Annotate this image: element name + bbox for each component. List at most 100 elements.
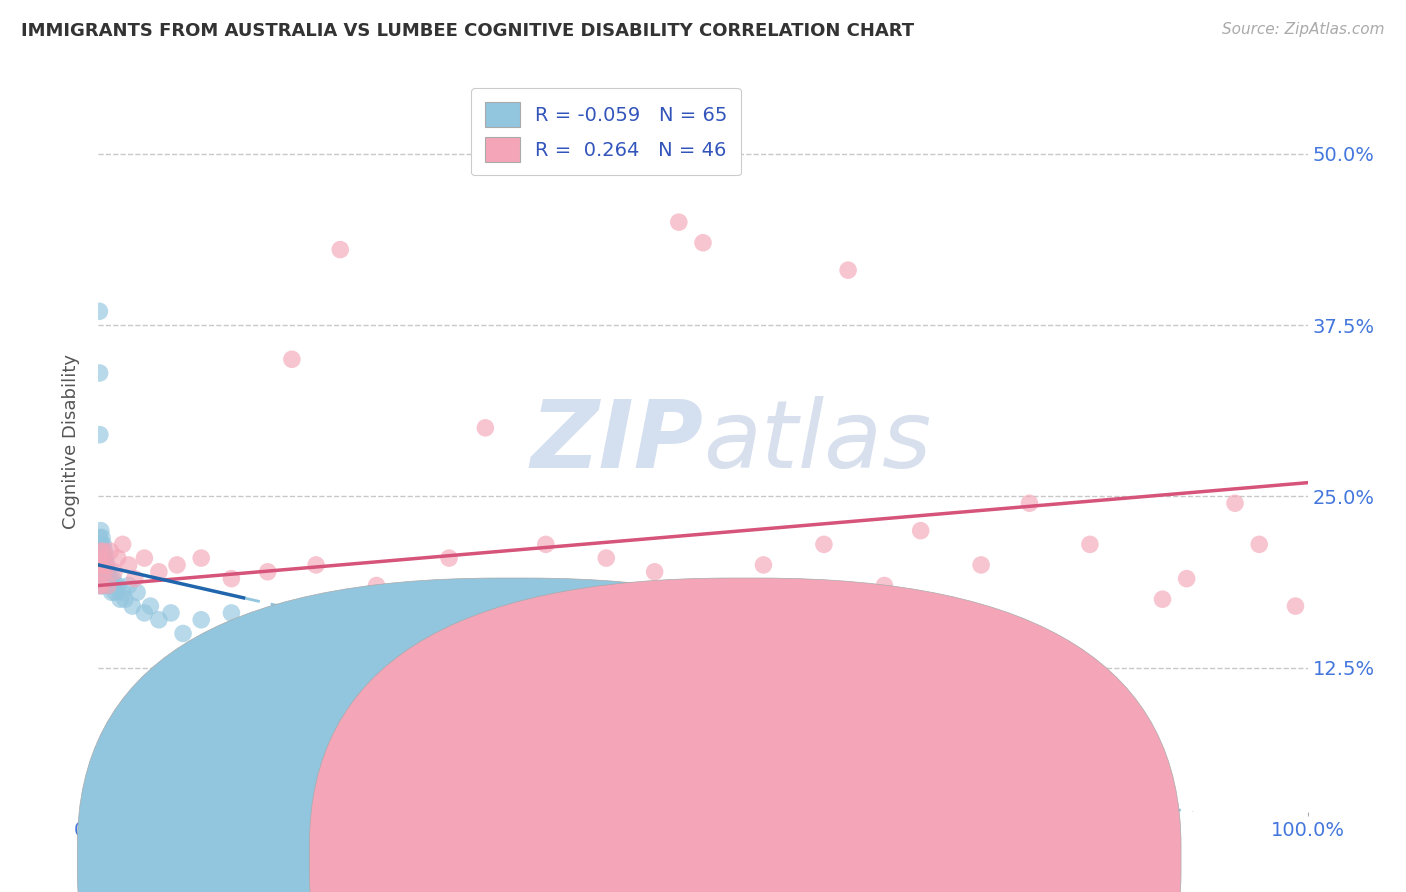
Point (89, 537, 111, 551)
Point (837, 263, 859, 277)
Point (111, 537, 134, 551)
Point (93, 565, 115, 579)
Point (1284, 599, 1306, 613)
Point (607, 640, 630, 655)
Point (127, 585, 149, 599)
Point (89, 544, 111, 558)
Point (108, 592, 131, 607)
Point (94, 558, 117, 572)
Point (91, 551, 114, 566)
Point (90, 558, 112, 572)
Point (1249, 537, 1271, 551)
Point (89, 544, 111, 558)
Point (101, 572, 124, 586)
Point (90, 565, 112, 579)
Point (1223, 496, 1246, 510)
Point (190, 613, 212, 627)
Point (89, 366, 111, 380)
Point (90, 524, 112, 538)
Point (534, 537, 557, 551)
Text: Source: ZipAtlas.com: Source: ZipAtlas.com (1222, 22, 1385, 37)
Point (134, 606, 156, 620)
Point (789, 620, 811, 634)
Point (160, 606, 183, 620)
Point (90, 578, 112, 592)
Point (813, 537, 835, 551)
Point (1152, 592, 1174, 607)
Point (134, 551, 156, 566)
Point (89, 551, 111, 566)
Text: Immigrants from Australia: Immigrants from Australia (534, 850, 770, 868)
Point (97, 578, 120, 592)
Point (93, 565, 115, 579)
Point (89, 572, 111, 586)
Text: ZIP: ZIP (530, 395, 703, 488)
Point (139, 599, 162, 613)
Point (1078, 537, 1101, 551)
Point (114, 592, 136, 607)
Point (305, 558, 328, 572)
Point (89, 551, 111, 566)
Point (94, 551, 117, 566)
Point (97, 565, 120, 579)
Point (100, 544, 122, 558)
Point (89, 565, 111, 579)
Point (89, 578, 111, 592)
Point (91, 558, 114, 572)
Point (107, 578, 129, 592)
Point (121, 599, 143, 613)
Point (474, 421, 496, 435)
Point (111, 585, 134, 599)
Point (91, 578, 114, 592)
Point (96, 578, 118, 592)
Point (96, 572, 118, 586)
Text: Lumbee: Lumbee (766, 850, 838, 868)
Point (221, 572, 243, 586)
Point (172, 626, 194, 640)
Point (668, 215, 690, 229)
Point (93, 544, 115, 558)
Point (91, 565, 114, 579)
Point (873, 578, 896, 592)
Point (329, 243, 352, 257)
Point (190, 551, 212, 566)
Point (104, 585, 127, 599)
Point (118, 558, 141, 572)
Point (329, 620, 352, 634)
Point (437, 551, 460, 566)
Point (90, 572, 112, 586)
Point (90, 558, 112, 572)
Point (269, 640, 291, 655)
Point (89, 578, 111, 592)
Point (256, 565, 278, 579)
Text: atlas: atlas (703, 396, 931, 487)
Point (90, 551, 112, 566)
Point (100, 585, 122, 599)
Point (89, 537, 111, 551)
Point (89, 558, 111, 572)
Point (281, 352, 304, 367)
Point (90, 578, 112, 592)
Text: IMMIGRANTS FROM AUSTRALIA VS LUMBEE COGNITIVE DISABILITY CORRELATION CHART: IMMIGRANTS FROM AUSTRALIA VS LUMBEE COGN… (21, 22, 914, 40)
Point (437, 743, 460, 757)
Point (595, 551, 617, 566)
Point (89, 304, 111, 318)
Point (107, 551, 129, 566)
Point (90, 578, 112, 592)
Point (1018, 496, 1040, 510)
Point (148, 565, 170, 579)
Point (90, 537, 112, 551)
Point (91, 537, 114, 551)
Point (100, 572, 122, 586)
Point (93, 558, 115, 572)
Point (91, 544, 114, 558)
Point (91, 531, 114, 545)
Point (91, 565, 114, 579)
Point (96, 558, 118, 572)
Point (366, 578, 388, 592)
Point (166, 558, 188, 572)
Point (103, 578, 125, 592)
Point (89, 565, 111, 579)
Point (91, 558, 114, 572)
Point (124, 572, 146, 586)
